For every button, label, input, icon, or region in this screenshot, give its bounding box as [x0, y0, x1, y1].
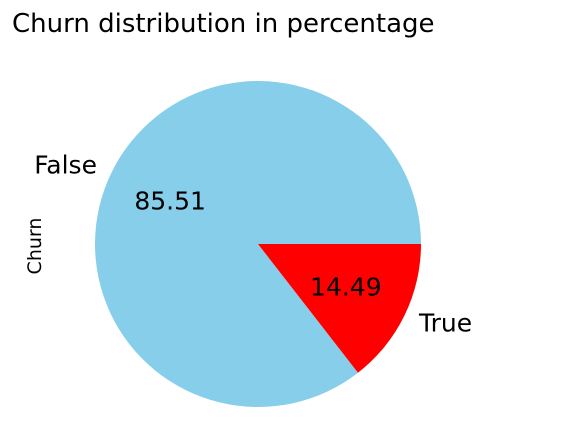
- pie-slice-true: [258, 244, 421, 373]
- pie-slice-false: [95, 81, 422, 408]
- chart-title: Churn distribution in percentage: [12, 9, 435, 39]
- slice-label-true: True: [418, 308, 472, 337]
- y-axis-label: Churn: [24, 218, 46, 275]
- pie-labels: False 85.51 True 14.49: [34, 151, 472, 338]
- slice-label-false: False: [34, 151, 97, 180]
- slice-value-false: 85.51: [134, 187, 206, 216]
- slice-value-true: 14.49: [310, 272, 382, 301]
- pie-slices: [95, 81, 422, 408]
